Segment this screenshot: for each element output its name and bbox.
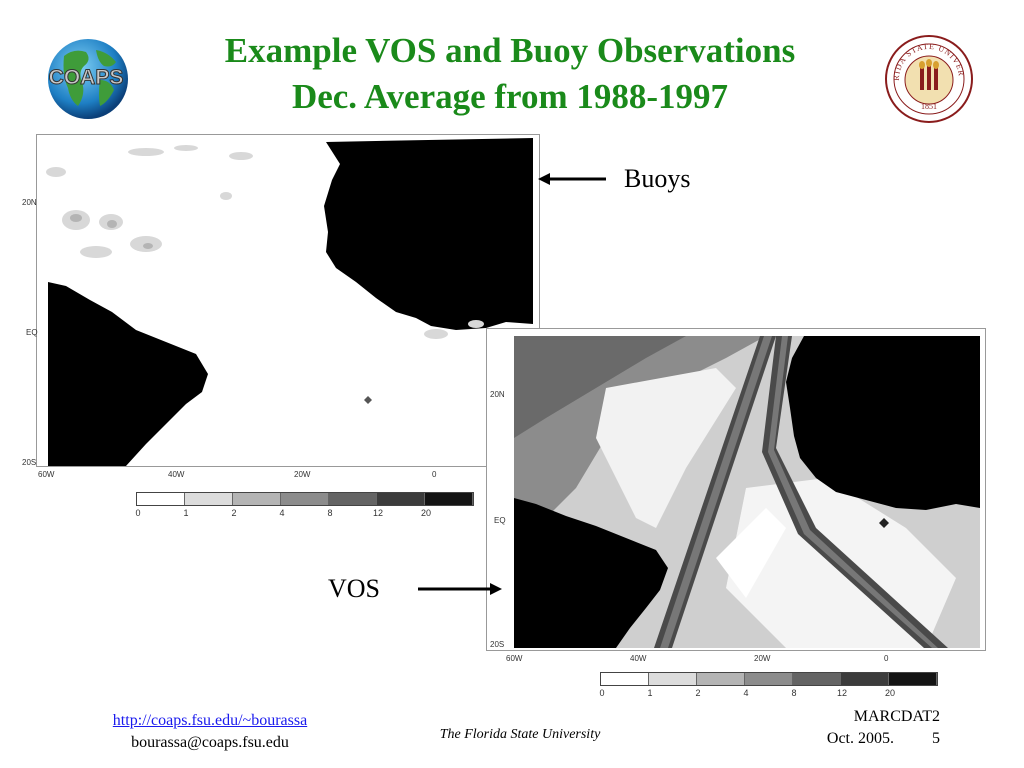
buoys-arrow-icon — [538, 173, 606, 185]
lon-label: 40W — [630, 654, 647, 663]
scale-swatch — [185, 493, 233, 505]
contact-email: bourassa@coaps.fsu.edu — [131, 734, 289, 751]
slide-title: Example VOS and Buoy Observations Dec. A… — [150, 28, 870, 120]
lat-label: 20N — [22, 198, 37, 207]
fsu-seal-logo: FLORIDA STATE UNIVERSITY 1851 — [881, 27, 974, 124]
scale-swatch — [697, 673, 745, 685]
scale-swatch — [281, 493, 329, 505]
scale-tick-label: 12 — [836, 688, 848, 698]
scale-tick-label: 4 — [279, 508, 285, 518]
scale-tick-label: 0 — [135, 508, 141, 518]
coaps-logo: COAPS — [34, 36, 138, 122]
footer-university: The Florida State University — [439, 727, 601, 742]
lon-label: 60W — [506, 654, 523, 663]
scale-swatch — [137, 493, 185, 505]
scale-tick-label: 20 — [420, 508, 432, 518]
scale-tick-label: 8 — [327, 508, 333, 518]
scale-swatch — [425, 493, 473, 505]
buoy-count-scale: 0 1 2 4 8 12 20 — [135, 492, 474, 518]
svg-text:1851: 1851 — [921, 102, 937, 111]
vos-callout-label: VOS — [328, 574, 381, 603]
lon-label: 60W — [38, 470, 55, 479]
scale-tick-label: 12 — [372, 508, 384, 518]
lat-label: 20S — [22, 458, 37, 467]
vos-observation-map: 20N EQ 20S 60W 40W 20W 0 — [486, 328, 986, 668]
buoys-callout-label: Buoys — [624, 164, 691, 193]
scale-swatch — [889, 673, 937, 685]
vos-arrow-icon — [418, 583, 502, 595]
scale-swatch — [745, 673, 793, 685]
coaps-url-link[interactable]: http://coaps.fsu.edu/~bourassa — [112, 712, 308, 729]
lat-label: 20N — [490, 390, 505, 399]
lat-label: EQ — [494, 516, 506, 525]
scale-swatch — [377, 493, 425, 505]
footer-contact: http://coaps.fsu.edu/~bourassa bourassa@… — [70, 710, 350, 754]
scale-swatch — [841, 673, 889, 685]
scale-tick-label: 1 — [647, 688, 653, 698]
event-name: MARCDAT2 — [853, 708, 940, 725]
scale-tick-label: 4 — [743, 688, 749, 698]
lon-label: 20W — [294, 470, 311, 479]
scale-swatch — [329, 493, 377, 505]
scale-swatch — [649, 673, 697, 685]
scale-tick-label: 0 — [599, 688, 605, 698]
lat-label: 20S — [490, 640, 505, 649]
lon-label: 0 — [432, 470, 437, 479]
scale-tick-label: 2 — [695, 688, 701, 698]
title-line-2: Dec. Average from 1988-1997 — [291, 77, 729, 116]
lon-label: 40W — [168, 470, 185, 479]
lon-label: 20W — [754, 654, 771, 663]
scale-tick-label: 8 — [791, 688, 797, 698]
scale-tick-label: 2 — [231, 508, 237, 518]
footer-event-info: MARCDAT2 Oct. 2005. 5 — [770, 706, 940, 750]
lat-label: EQ — [26, 328, 38, 337]
scale-swatch — [601, 673, 649, 685]
buoy-observation-map: 20N EQ 20S 60W 40W 20W 0 — [22, 134, 540, 484]
scale-tick-label: 1 — [183, 508, 189, 518]
scale-swatch — [793, 673, 841, 685]
lon-label: 0 — [884, 654, 889, 663]
slide-page-number: 5 — [932, 730, 940, 747]
vos-count-scale: 0 1 2 4 8 12 20 — [599, 672, 938, 698]
scale-tick-label: 20 — [884, 688, 896, 698]
scale-swatch — [233, 493, 281, 505]
event-date: Oct. 2005. — [826, 730, 894, 747]
svg-text:COAPS: COAPS — [49, 66, 124, 89]
title-line-1: Example VOS and Buoy Observations — [224, 31, 796, 70]
